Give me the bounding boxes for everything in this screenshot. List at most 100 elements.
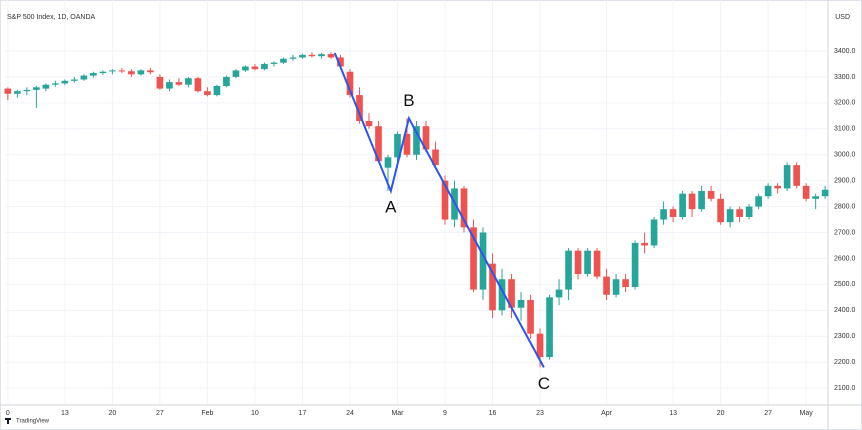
y-tick-label: 3400.0 — [834, 48, 856, 55]
candle-body — [394, 133, 401, 158]
candle-body — [185, 78, 192, 85]
candle-body — [745, 206, 753, 217]
candle-body — [384, 157, 392, 168]
candle-body — [175, 82, 183, 85]
candle-body — [365, 121, 373, 127]
x-tick-label: 9 — [443, 410, 447, 417]
x-tick-label: 27 — [764, 410, 772, 417]
candle-body — [80, 75, 88, 80]
candle-body — [707, 191, 715, 199]
candle-body — [14, 91, 21, 94]
x-tick-label: 16 — [489, 410, 497, 417]
candle-body — [489, 263, 496, 311]
candle-body — [546, 297, 553, 358]
candle-body — [4, 88, 12, 94]
x-tick-label: May — [800, 410, 814, 417]
candle-body — [327, 54, 335, 58]
candle-body — [622, 279, 629, 287]
candle-body — [679, 193, 686, 217]
candle-body — [289, 57, 297, 59]
y-tick-label: 2900.0 — [834, 178, 856, 185]
y-tick-label: 2600.0 — [834, 255, 856, 262]
candle-body — [118, 70, 126, 72]
candle-body — [346, 71, 354, 96]
candle-body — [774, 185, 781, 189]
candle-body — [156, 76, 164, 89]
y-tick-label: 3200.0 — [834, 100, 856, 107]
candle-body — [242, 66, 249, 71]
candle-body — [812, 196, 819, 199]
candle-body — [147, 70, 154, 73]
candle-body — [299, 54, 306, 58]
y-tick-label: 3300.0 — [834, 74, 856, 81]
candle-body — [318, 54, 325, 57]
pattern-label: C — [538, 374, 550, 393]
candle-body — [793, 165, 800, 186]
x-tick-label: 23 — [536, 410, 544, 417]
candle-body — [669, 209, 677, 217]
logo — [5, 418, 11, 424]
candle-body — [441, 180, 449, 220]
candle-body — [375, 126, 382, 162]
candle-body — [337, 57, 344, 67]
candle-body — [517, 299, 525, 308]
candle-body — [802, 185, 810, 199]
candle-body — [61, 80, 69, 84]
candle-body — [422, 126, 430, 150]
y-tick-label: 3100.0 — [834, 126, 856, 133]
candle-body — [194, 78, 202, 92]
candle-body — [213, 85, 221, 96]
candle-body — [755, 196, 762, 207]
candle-body — [71, 79, 78, 81]
x-tick-label: 13 — [669, 410, 677, 417]
y-tick-label: 2700.0 — [834, 229, 856, 236]
pattern-line — [333, 52, 545, 368]
candle-body — [603, 276, 610, 295]
candle-body — [413, 126, 420, 155]
candle-body — [574, 250, 582, 275]
candle-body — [270, 62, 278, 64]
candle-body — [821, 189, 829, 197]
candle-body — [280, 58, 287, 63]
x-tick-label: 13 — [61, 410, 69, 417]
candle-body — [204, 91, 211, 96]
candle-body — [536, 333, 544, 358]
candle-body — [783, 165, 791, 189]
candle-body — [33, 87, 40, 90]
candle-body — [612, 279, 620, 295]
candle-body — [99, 71, 107, 74]
x-tick-label: 20 — [717, 410, 725, 417]
y-tick-label: 2100.0 — [834, 385, 856, 392]
y-tick-label: 2500.0 — [834, 281, 856, 288]
candle-body — [90, 73, 97, 76]
candle-body — [736, 209, 743, 217]
candle-body — [660, 209, 667, 220]
candle-body — [527, 299, 534, 334]
x-tick-label: Feb — [201, 410, 213, 417]
candle-body — [479, 232, 487, 290]
candle-body — [251, 66, 259, 70]
candle-body — [726, 209, 734, 223]
candle-body — [764, 185, 772, 197]
x-tick-label: Apr — [601, 410, 613, 417]
candle-body — [432, 149, 439, 166]
watermark: TradingView — [16, 419, 50, 425]
candle-body — [166, 82, 173, 89]
candle-body — [584, 250, 591, 275]
x-tick-label: 27 — [156, 410, 164, 417]
candle-body — [717, 198, 724, 223]
x-tick-label: 20 — [108, 410, 116, 417]
candle-body — [223, 76, 230, 86]
candle-body — [688, 193, 696, 210]
candle-body — [128, 71, 135, 75]
candle-body — [109, 70, 116, 72]
y-tick-label: 3000.0 — [834, 152, 856, 159]
x-tick-label: 17 — [299, 410, 307, 417]
candle-body — [631, 242, 639, 287]
candle-body — [650, 219, 658, 246]
x-tick-label: Mar — [391, 410, 404, 417]
candle-body — [641, 242, 648, 246]
candle-body — [261, 63, 268, 70]
candle-body — [565, 250, 572, 290]
